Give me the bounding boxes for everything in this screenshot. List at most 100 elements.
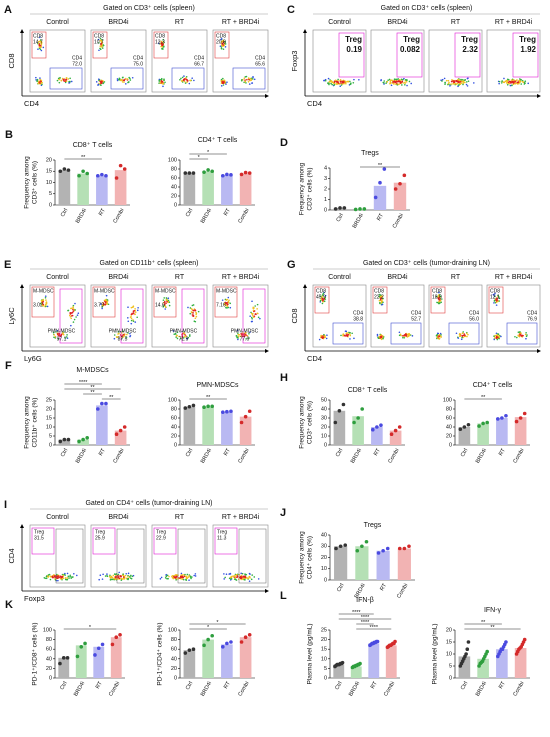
event-dot	[64, 337, 66, 339]
event-dot	[69, 315, 72, 318]
event-dot	[123, 578, 126, 580]
event-dot	[347, 80, 350, 83]
data-point	[522, 637, 527, 642]
event-dot	[524, 333, 527, 336]
event-dot	[132, 305, 135, 307]
bar	[110, 637, 122, 678]
data-point	[221, 173, 225, 178]
significance-label: ****	[352, 610, 361, 616]
gate-value: 52.7	[411, 316, 421, 322]
event-dot	[398, 331, 401, 334]
event-dot	[250, 78, 253, 81]
event-dot	[105, 294, 108, 297]
event-dot	[54, 337, 57, 339]
gate	[92, 286, 116, 318]
event-dot	[72, 308, 74, 311]
arrow-head	[537, 94, 541, 98]
event-dot	[184, 334, 186, 336]
data-point	[239, 420, 244, 425]
event-dot	[65, 80, 68, 83]
event-dot	[380, 296, 383, 298]
event-dot	[189, 312, 192, 315]
event-dot	[457, 84, 460, 87]
data-point	[393, 639, 397, 644]
y-tick-label: 1	[324, 197, 327, 203]
event-dot	[251, 320, 254, 323]
event-dot	[103, 81, 106, 83]
event-dot	[193, 309, 195, 312]
event-dot	[237, 338, 239, 341]
gate-label: CD4	[133, 55, 143, 61]
gate-value: 1.92	[520, 45, 536, 54]
event-dot	[251, 82, 253, 84]
bar	[96, 405, 108, 445]
event-dot	[331, 83, 334, 86]
x-tick-label: RT	[498, 680, 507, 690]
event-dot	[339, 80, 342, 83]
event-dot	[378, 336, 380, 338]
event-dot	[438, 300, 441, 302]
event-dot	[54, 335, 57, 338]
event-dot	[507, 78, 510, 81]
event-dot	[116, 578, 119, 580]
event-dot	[165, 302, 167, 305]
event-dot	[323, 79, 325, 82]
event-dot	[495, 337, 497, 339]
y-tick-label: 15	[46, 169, 52, 175]
event-dot	[227, 300, 230, 303]
event-dot	[194, 309, 197, 312]
condition-label: Control	[328, 274, 351, 281]
event-dot	[37, 48, 39, 50]
event-dot	[444, 83, 446, 85]
event-dot	[38, 44, 41, 47]
data-point	[221, 645, 225, 649]
gate	[116, 528, 145, 584]
x-tick-label: BRD4i	[475, 448, 488, 465]
data-point	[100, 401, 104, 406]
bar	[221, 644, 233, 678]
bar	[385, 645, 397, 678]
event-dot	[457, 78, 459, 81]
event-dot	[104, 575, 107, 577]
gate-value: 12.1	[490, 294, 500, 300]
event-dot	[126, 333, 128, 336]
data-point	[210, 169, 214, 174]
y-tick-label: 100	[168, 157, 177, 163]
y-axis-label: Frequency among	[299, 162, 306, 215]
event-dot	[506, 83, 509, 86]
event-dot	[438, 291, 440, 294]
event-dot	[247, 81, 250, 83]
event-dot	[451, 78, 453, 81]
event-dot	[382, 337, 384, 340]
event-dot	[226, 81, 228, 84]
event-dot	[239, 335, 242, 338]
event-dot	[403, 77, 405, 80]
chart-title: IFN-γ	[484, 607, 502, 614]
event-dot	[56, 575, 59, 578]
y-tick-label: 0	[174, 675, 177, 681]
data-point	[337, 409, 342, 413]
event-dot	[183, 75, 185, 77]
event-dot	[324, 79, 327, 82]
event-dot	[395, 78, 397, 81]
event-dot	[35, 76, 37, 79]
event-dot	[164, 300, 166, 303]
gate-label: M-MDSC	[94, 288, 115, 294]
event-dot	[450, 83, 452, 85]
event-dot	[110, 575, 113, 578]
event-dot	[402, 78, 404, 81]
y-tick-label: 60	[171, 415, 177, 421]
event-dot	[190, 577, 192, 580]
event-dot	[186, 337, 188, 340]
event-dot	[118, 78, 120, 81]
event-dot	[127, 81, 129, 84]
gate-value: 10.7	[94, 39, 104, 45]
data-point	[85, 436, 89, 440]
event-dot	[515, 82, 518, 85]
event-dot	[493, 302, 495, 304]
event-dot	[158, 82, 160, 84]
y-tick-label: 20	[46, 406, 52, 412]
data-point	[338, 544, 343, 549]
event-dot	[516, 83, 519, 85]
data-point	[338, 206, 342, 210]
